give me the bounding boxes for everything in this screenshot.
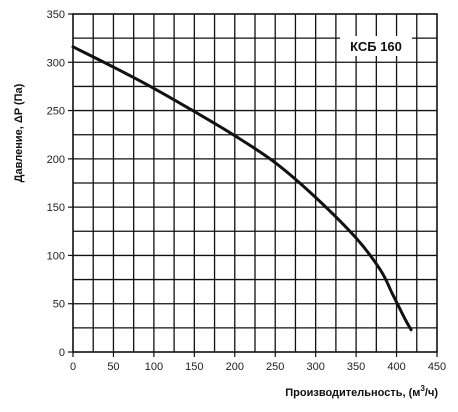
grid	[73, 14, 437, 352]
y-tick-label: 200	[47, 154, 65, 166]
series-label-background	[340, 36, 412, 56]
x-tick-label: 150	[185, 361, 203, 373]
y-tick-label: 300	[47, 57, 65, 69]
series-layer	[71, 45, 413, 332]
series-label-badge: КСБ 160	[340, 36, 412, 56]
x-tick-label: 200	[226, 361, 244, 373]
x-axis-title-end: /ч)	[425, 387, 438, 399]
x-tick-label: 250	[266, 361, 284, 373]
series-label-text: КСБ 160	[350, 39, 402, 54]
x-tick-label: 400	[387, 361, 405, 373]
y-tick-label: 350	[47, 9, 65, 21]
x-tick-label: 0	[70, 361, 76, 373]
x-tick-label: 300	[306, 361, 324, 373]
x-axis-title-superscript: 3	[420, 384, 425, 393]
x-tick-label: 350	[347, 361, 365, 373]
y-tick-labels: 0 50 100 150 200 250 300 350	[47, 9, 73, 359]
y-tick-label: 50	[53, 299, 65, 311]
y-tick-label: 100	[47, 250, 65, 262]
x-axis-title: Производительность, (м3/ч)	[285, 384, 438, 399]
y-tick-label: 250	[47, 106, 65, 118]
x-tick-labels: 0 50 100 150 200 250 300 350 400 450	[70, 352, 446, 373]
x-tick-label: 450	[428, 361, 446, 373]
y-axis-title: Давление, ΔP (Па)	[13, 83, 25, 182]
plot-frame	[72, 13, 438, 353]
x-tick-label: 50	[107, 361, 119, 373]
x-tick-label: 100	[145, 361, 163, 373]
y-tick-label: 0	[59, 347, 65, 359]
x-axis-title-main: Производительность, (м	[285, 387, 420, 399]
series-line	[71, 45, 413, 332]
y-tick-label: 150	[47, 202, 65, 214]
